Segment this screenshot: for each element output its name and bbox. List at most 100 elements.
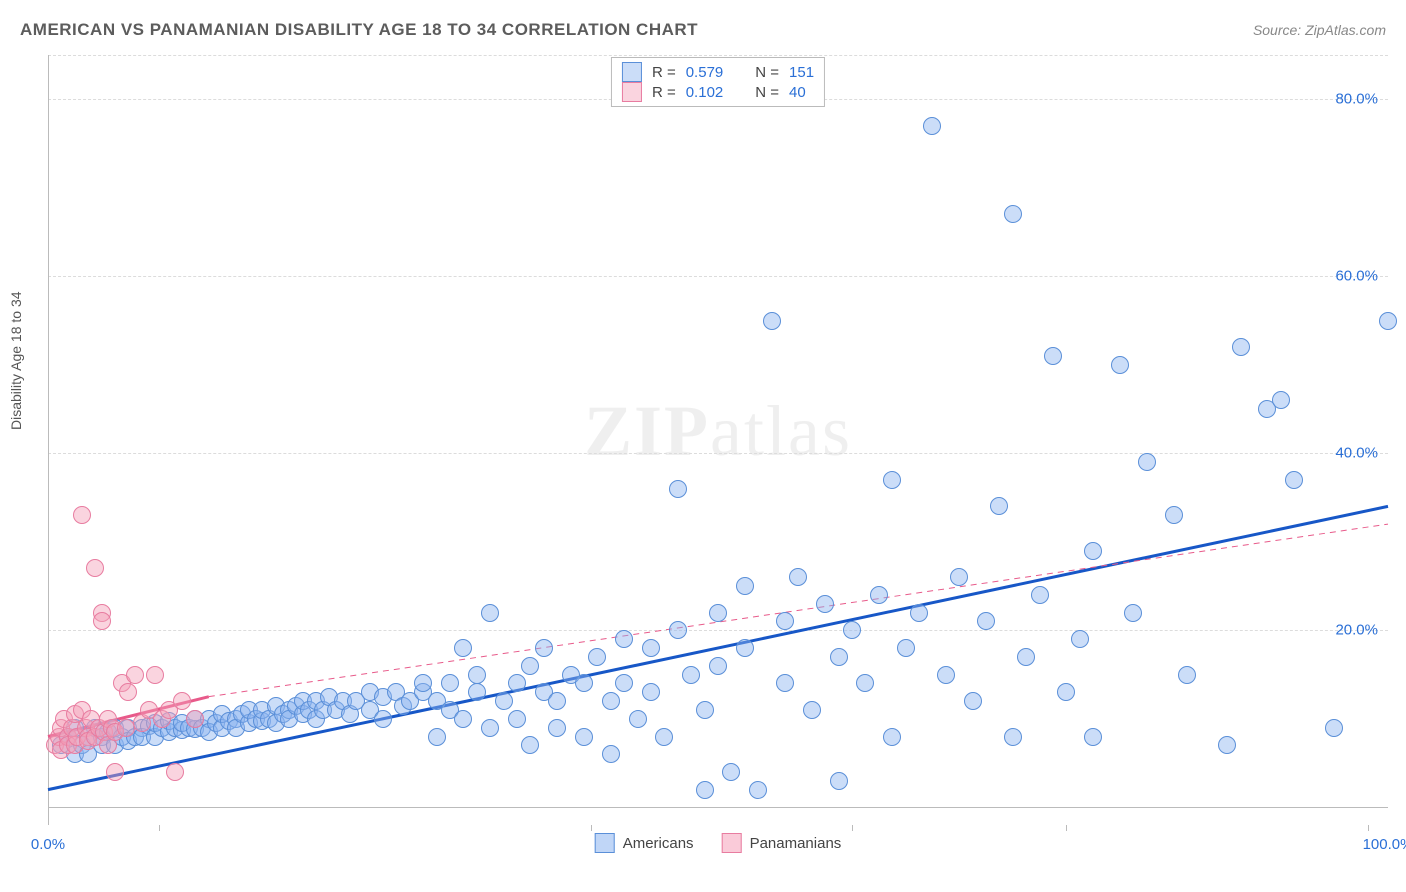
scatter-marker [669,480,687,498]
scatter-marker [1138,453,1156,471]
legend-item: Americans [595,833,694,853]
scatter-marker [1084,542,1102,560]
scatter-marker [937,666,955,684]
scatter-marker [870,586,888,604]
scatter-marker [1071,630,1089,648]
legend-label: Americans [623,835,694,852]
scatter-marker [736,577,754,595]
scatter-marker [696,781,714,799]
scatter-marker [830,772,848,790]
scatter-marker [669,621,687,639]
scatter-marker [682,666,700,684]
scatter-marker [897,639,915,657]
scatter-marker [615,630,633,648]
scatter-marker [843,621,861,639]
scatter-marker [428,728,446,746]
scatter-marker [1285,471,1303,489]
scatter-marker [173,692,191,710]
legend-r-value: 0.579 [686,64,724,81]
scatter-marker [856,674,874,692]
scatter-marker [166,763,184,781]
scatter-marker [803,701,821,719]
xtick-minor [591,825,592,831]
scatter-marker [642,639,660,657]
scatter-marker [454,639,472,657]
scatter-marker [1004,205,1022,223]
legend-swatch [722,833,742,853]
scatter-marker [1057,683,1075,701]
legend-item: Panamanians [722,833,842,853]
legend-swatch [595,833,615,853]
scatter-marker [481,604,499,622]
scatter-marker [602,692,620,710]
legend-r-label: R = [652,64,676,81]
scatter-marker [1017,648,1035,666]
scatter-marker [126,666,144,684]
scatter-marker [1044,347,1062,365]
scatter-marker [1004,728,1022,746]
scatter-marker [830,648,848,666]
scatter-marker [816,595,834,613]
scatter-marker [602,745,620,763]
scatter-marker [964,692,982,710]
scatter-marker [481,719,499,737]
scatter-marker [548,692,566,710]
scatter-marker [508,674,526,692]
scatter-marker [615,674,633,692]
scatter-marker [789,568,807,586]
scatter-marker [1379,312,1397,330]
scatter-marker [709,657,727,675]
scatter-marker [119,683,137,701]
trend-line [209,524,1388,697]
scatter-marker [977,612,995,630]
scatter-marker [1272,391,1290,409]
scatter-marker [468,683,486,701]
scatter-marker [763,312,781,330]
scatter-marker [508,710,526,728]
scatter-marker [575,674,593,692]
scatter-marker [73,506,91,524]
scatter-marker [186,710,204,728]
scatter-marker [468,666,486,684]
scatter-marker [495,692,513,710]
scatter-marker [1218,736,1236,754]
legend-row: R = 0.102 N = 40 [622,82,814,102]
scatter-marker [655,728,673,746]
scatter-marker [1165,506,1183,524]
scatter-marker [588,648,606,666]
scatter-marker [950,568,968,586]
scatter-marker [575,728,593,746]
legend-r-label: R = [652,84,676,101]
trend-line [48,506,1388,789]
scatter-marker [1178,666,1196,684]
xtick-label: 100.0% [1363,836,1406,853]
scatter-marker [923,117,941,135]
scatter-marker [736,639,754,657]
legend-r-value: 0.102 [686,84,724,101]
y-axis-label: Disability Age 18 to 34 [8,291,24,430]
scatter-marker [1111,356,1129,374]
scatter-marker [86,559,104,577]
scatter-marker [629,710,647,728]
scatter-marker [441,674,459,692]
scatter-marker [1325,719,1343,737]
scatter-marker [990,497,1008,515]
scatter-marker [146,666,164,684]
scatter-marker [521,736,539,754]
scatter-marker [548,719,566,737]
scatter-marker [454,710,472,728]
scatter-marker [642,683,660,701]
scatter-marker [1232,338,1250,356]
scatter-marker [776,674,794,692]
legend-n-label: N = [755,84,779,101]
scatter-marker [910,604,928,622]
scatter-marker [106,763,124,781]
scatter-marker [722,763,740,781]
scatter-marker [709,604,727,622]
xtick-minor [159,825,160,831]
legend-n-label: N = [755,64,779,81]
legend-n-value: 151 [789,64,814,81]
legend-swatch [622,62,642,82]
legend-n-value: 40 [789,84,806,101]
scatter-marker [883,728,901,746]
